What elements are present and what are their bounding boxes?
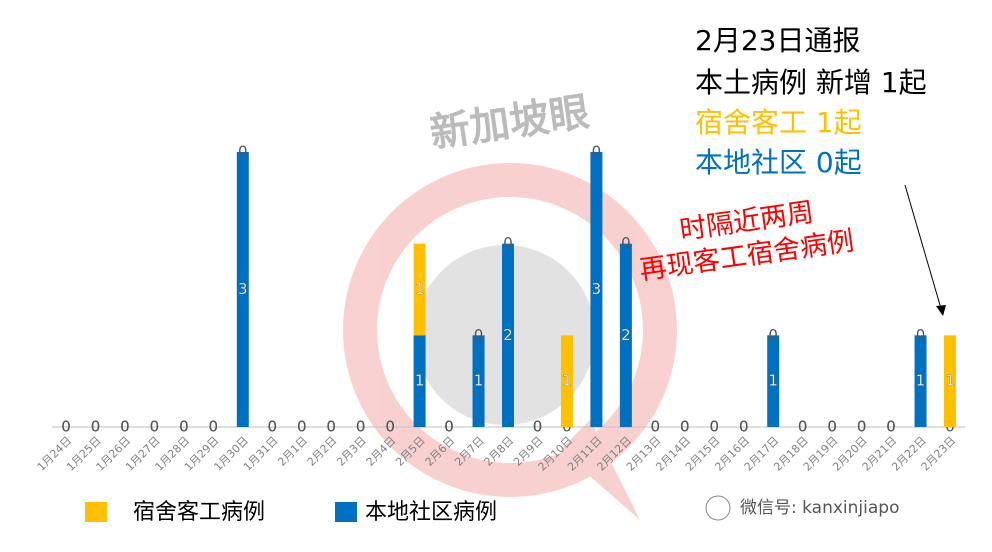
value-label: 3 — [592, 280, 602, 298]
value-label: 0 — [474, 326, 484, 344]
value-label: 0 — [827, 418, 837, 436]
value-label: 0 — [533, 418, 543, 436]
value-label: 0 — [297, 418, 307, 436]
value-label: 0 — [150, 418, 160, 436]
value-label: 0 — [857, 418, 867, 436]
arrow-head — [936, 305, 946, 316]
bar-segment — [767, 335, 780, 427]
value-label: 0 — [209, 418, 219, 436]
value-label: 0 — [651, 418, 661, 436]
bar-segment — [472, 335, 485, 427]
value-label: 0 — [91, 418, 101, 436]
value-label: 0 — [297, 418, 307, 436]
value-label: 0 — [120, 418, 130, 436]
value-label: 1 — [916, 372, 926, 390]
value-label: 0 — [709, 418, 719, 436]
bar-segment — [413, 243, 426, 336]
value-label: 0 — [179, 418, 189, 436]
value-label: 1 — [768, 372, 778, 390]
bar-segment — [413, 335, 426, 427]
value-label: 1 — [945, 372, 955, 390]
annotation: 2月23日通报 — [695, 24, 860, 57]
value-label: 0 — [120, 418, 130, 436]
x-tick-label: 2月4日 — [364, 434, 399, 469]
value-label: 0 — [916, 326, 926, 344]
value-label: 0 — [798, 418, 808, 436]
value-label: 0 — [533, 418, 543, 436]
value-label: 0 — [444, 418, 454, 436]
annotation: 宿舍客工 1起 — [695, 106, 862, 139]
value-label: 0 — [444, 418, 454, 436]
value-label: 0 — [621, 234, 631, 252]
x-tick-label: 2月3日 — [334, 434, 369, 469]
value-label: 2 — [503, 326, 513, 344]
bar-segment — [914, 335, 927, 427]
value-label: 1 — [415, 280, 425, 298]
bar-segment — [502, 243, 514, 427]
legend-swatch — [335, 502, 357, 522]
legend-label: 本地社区病例 — [365, 500, 497, 525]
legend-swatch — [85, 502, 107, 522]
value-label: 0 — [739, 418, 749, 436]
value-label: 0 — [209, 418, 219, 436]
value-label: 0 — [886, 418, 896, 436]
legend-label: 宿舍客工病例 — [133, 500, 265, 525]
value-label: 0 — [592, 143, 602, 161]
annotation: 本地社区 0起 — [695, 146, 862, 179]
value-label: 0 — [385, 418, 395, 436]
bar-segment — [590, 152, 603, 427]
bar-segment — [236, 152, 249, 427]
value-label: 2 — [621, 326, 631, 344]
annotation: 本土病例 新增 1起 — [695, 66, 927, 99]
value-label: 0 — [150, 418, 160, 436]
value-label: 1 — [562, 372, 572, 390]
value-label: 0 — [886, 418, 896, 436]
value-label: 1 — [474, 372, 484, 390]
value-label: 0 — [356, 418, 366, 436]
value-label: 0 — [61, 418, 71, 436]
value-label: 0 — [91, 418, 101, 436]
value-label: 0 — [503, 234, 513, 252]
value-label: 0 — [356, 418, 366, 436]
value-label: 0 — [680, 418, 690, 436]
value-label: 0 — [827, 418, 837, 436]
value-label: 1 — [415, 372, 425, 390]
value-label: 0 — [267, 418, 277, 436]
value-label: 0 — [238, 143, 248, 161]
arrow — [904, 184, 943, 313]
watermark-text: 新加坡眼 — [427, 89, 592, 157]
wechat-id: 微信号: kanxinjiapo — [740, 498, 899, 518]
value-label: 0 — [61, 418, 71, 436]
value-label: 0 — [326, 418, 336, 436]
value-label: 0 — [179, 418, 189, 436]
x-tick-label: 2月1日 — [275, 434, 310, 469]
value-label: 0 — [385, 418, 395, 436]
value-label: 0 — [768, 326, 778, 344]
value-label: 0 — [680, 418, 690, 436]
bar-segment — [619, 243, 632, 427]
value-label: 0 — [798, 418, 808, 436]
wechat-icon — [705, 495, 731, 521]
value-label: 0 — [267, 418, 277, 436]
bar-segment — [560, 335, 573, 427]
bar-segment — [944, 335, 956, 427]
value-label: 0 — [651, 418, 661, 436]
value-label: 0 — [709, 418, 719, 436]
value-label: 0 — [857, 418, 867, 436]
value-label: 3 — [238, 280, 248, 298]
value-label: 0 — [739, 418, 749, 436]
value-label: 0 — [326, 418, 336, 436]
x-tick-label: 2月2日 — [305, 434, 340, 469]
